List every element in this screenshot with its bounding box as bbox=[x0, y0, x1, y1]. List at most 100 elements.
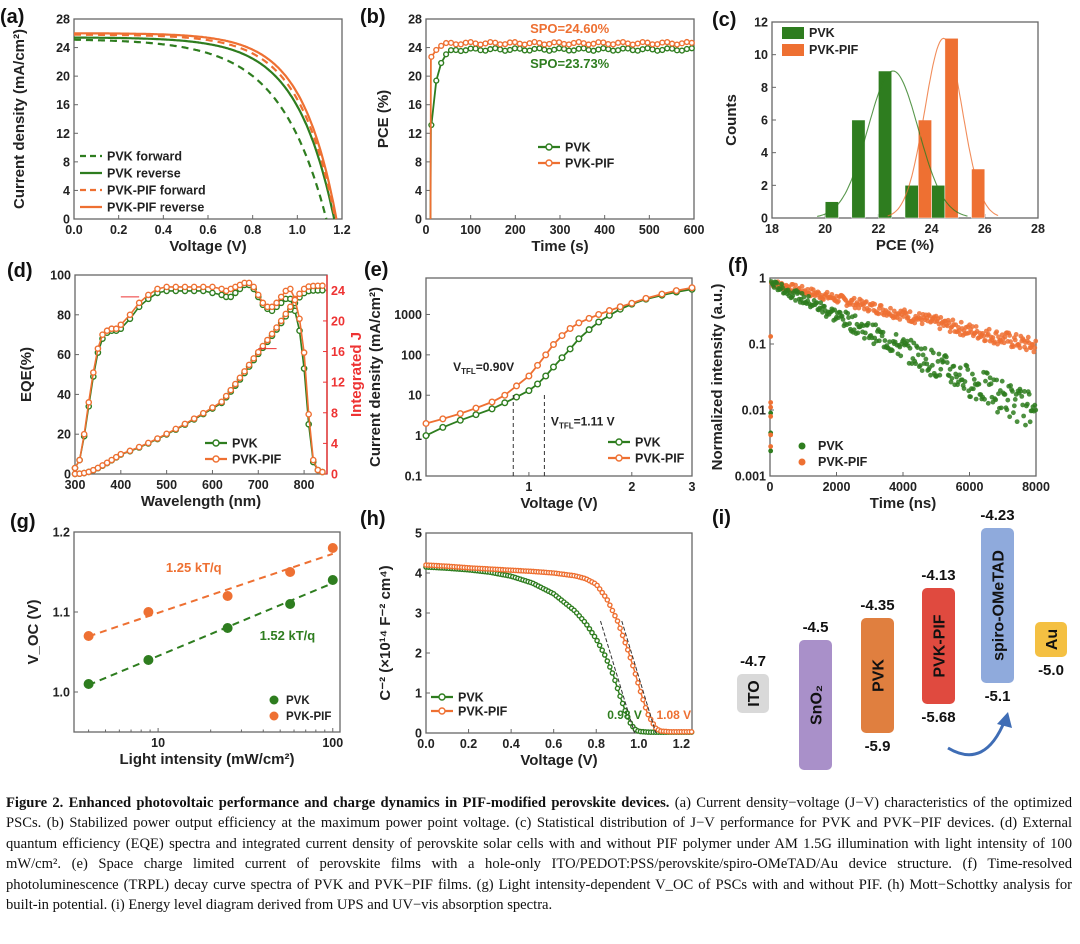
data-point bbox=[456, 416, 464, 424]
vbi-label: 1.08 V bbox=[656, 708, 691, 722]
data-point bbox=[644, 45, 651, 52]
data-point bbox=[664, 45, 671, 52]
arrow-head-icon bbox=[997, 712, 1012, 728]
data-point bbox=[799, 283, 805, 289]
panel-label: (h) bbox=[360, 508, 386, 530]
x-tick-label: 1.0 bbox=[630, 737, 647, 751]
data-point bbox=[768, 400, 774, 405]
y-tick-label: 1.0 bbox=[53, 686, 70, 700]
data-point bbox=[112, 325, 120, 333]
x-tick-label: 28 bbox=[1031, 222, 1045, 236]
chart-f: 0 2000 4000 6000 8000 0.001 0.01 0.1 1 Time (ns) N… bbox=[709, 255, 1050, 512]
data-point bbox=[875, 311, 881, 317]
data-point bbox=[845, 310, 851, 316]
data-point bbox=[422, 419, 430, 427]
data-point bbox=[888, 305, 893, 311]
data-point bbox=[428, 53, 435, 60]
data-point bbox=[218, 398, 225, 406]
data-point bbox=[768, 410, 774, 416]
x-tick-label: 100 bbox=[460, 223, 481, 237]
data-point bbox=[536, 39, 543, 47]
gaussian-fit bbox=[817, 70, 968, 217]
data-point bbox=[610, 41, 617, 48]
x-axis-label: Voltage (V) bbox=[520, 752, 597, 769]
data-point bbox=[181, 420, 189, 428]
data-point bbox=[492, 45, 499, 52]
data-point bbox=[837, 310, 843, 315]
data-point bbox=[920, 352, 926, 358]
data-point bbox=[596, 586, 603, 592]
data-point bbox=[1033, 338, 1039, 344]
data-point bbox=[1022, 389, 1027, 394]
chart-e: 1 2 3 0.1 1 10 100 1000 Voltage (V) Current densi… bbox=[364, 259, 696, 512]
data-point bbox=[1010, 344, 1016, 349]
data-point bbox=[851, 327, 857, 333]
caption-label: Figure 2. bbox=[6, 795, 64, 811]
data-point bbox=[497, 41, 504, 48]
data-point bbox=[968, 394, 973, 400]
data-point bbox=[644, 39, 651, 46]
data-point bbox=[806, 293, 811, 299]
data-point bbox=[1011, 403, 1017, 409]
data-point bbox=[556, 39, 563, 46]
data-point bbox=[438, 707, 446, 715]
plot-frame bbox=[425, 277, 693, 477]
x-tick-label: 0.4 bbox=[502, 737, 519, 751]
data-point bbox=[924, 361, 930, 367]
y-tick-label: 0 bbox=[761, 212, 768, 226]
data-point bbox=[619, 632, 626, 639]
x-tick-label: 26 bbox=[978, 222, 992, 236]
data-point bbox=[887, 339, 892, 345]
data-point bbox=[1024, 347, 1029, 353]
data-point bbox=[575, 45, 582, 52]
data-point bbox=[1024, 401, 1030, 407]
data-point bbox=[439, 415, 447, 423]
data-point bbox=[936, 351, 942, 357]
data-point bbox=[1008, 383, 1013, 388]
data-point bbox=[477, 41, 484, 48]
x-tick-label: 1 bbox=[525, 480, 532, 494]
data-point bbox=[970, 324, 975, 329]
data-point bbox=[624, 40, 631, 47]
plot-frame bbox=[425, 532, 693, 734]
data-point bbox=[467, 38, 474, 46]
data-point bbox=[852, 313, 858, 319]
data-point bbox=[259, 342, 267, 350]
data-point bbox=[513, 393, 521, 401]
data-point bbox=[897, 317, 903, 322]
data-point bbox=[609, 607, 616, 614]
data-point bbox=[630, 662, 636, 669]
x-tick-label: 200 bbox=[505, 223, 526, 237]
x-tick-label: 1.0 bbox=[289, 223, 306, 237]
layer-name: PVK-PIF bbox=[932, 614, 949, 677]
data-point bbox=[190, 415, 198, 422]
data-point bbox=[605, 46, 612, 53]
data-point bbox=[254, 291, 262, 299]
data-point bbox=[526, 47, 533, 54]
data-point bbox=[1012, 337, 1018, 343]
histogram-bar bbox=[904, 185, 919, 219]
data-point bbox=[457, 41, 464, 48]
data-point bbox=[531, 45, 538, 53]
data-point bbox=[438, 693, 446, 701]
data-point bbox=[935, 359, 941, 364]
energy-bottom-value: -5.1 bbox=[985, 688, 1011, 705]
data-point bbox=[551, 39, 558, 46]
data-point bbox=[443, 51, 450, 58]
x-tick-label: 0.6 bbox=[199, 223, 216, 237]
data-point bbox=[604, 597, 611, 603]
data-point bbox=[605, 41, 612, 48]
data-point bbox=[108, 456, 115, 464]
x-axis-label: Time (s) bbox=[531, 238, 588, 255]
data-point bbox=[639, 38, 646, 46]
data-point bbox=[659, 46, 666, 54]
data-point bbox=[590, 47, 597, 54]
data-point bbox=[873, 322, 879, 328]
data-point bbox=[181, 283, 189, 291]
data-point bbox=[236, 374, 244, 382]
data-point bbox=[447, 47, 455, 54]
x-tick-label: 24 bbox=[925, 222, 939, 236]
data-point bbox=[922, 345, 928, 351]
data-point bbox=[560, 45, 568, 53]
data-point bbox=[439, 423, 447, 431]
